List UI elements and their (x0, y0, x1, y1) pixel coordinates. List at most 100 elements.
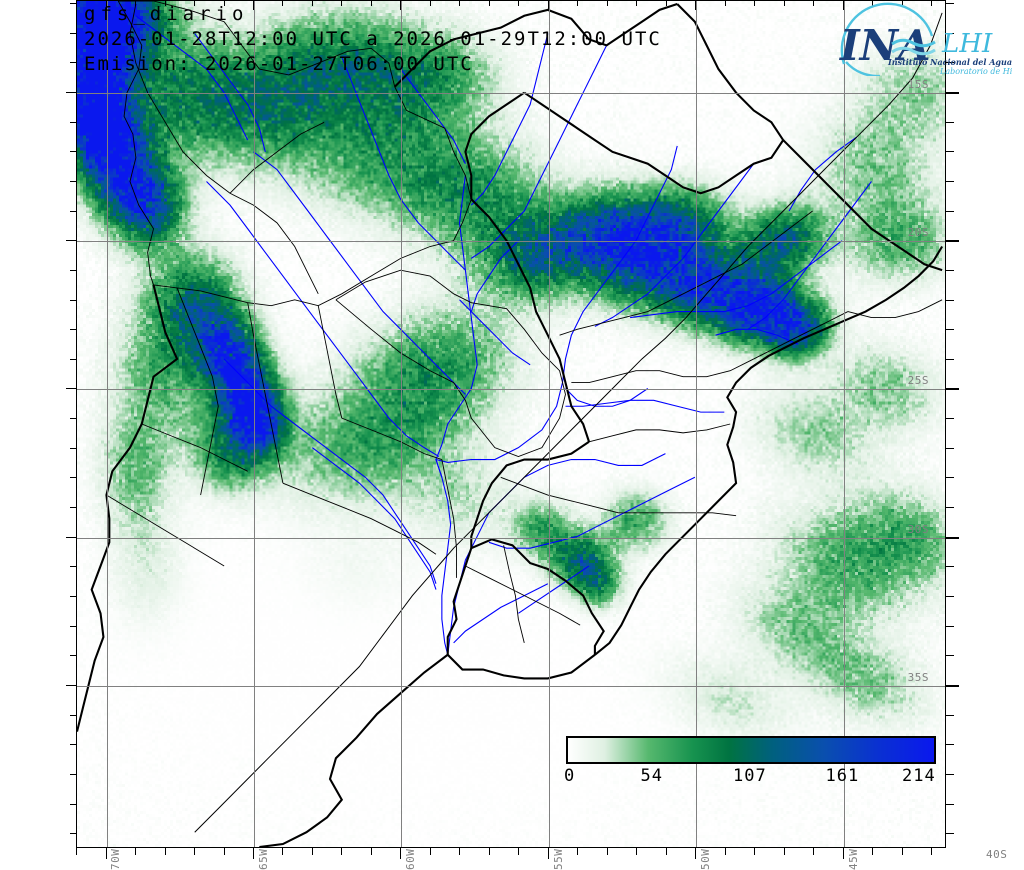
river-guapore (400, 68, 466, 164)
gridline-lat-15s (77, 92, 945, 94)
longitude-label-50w: 50W (699, 848, 713, 870)
x-tick-top (547, 0, 549, 10)
y-tick-left (66, 240, 76, 242)
x-tick (695, 848, 697, 859)
latitude-label-25s: 25S (907, 374, 929, 388)
y-tick-left (70, 180, 76, 182)
border-brazil-north-interior (394, 2, 678, 88)
river-cuiaba (470, 33, 549, 206)
logo-lab-acronym: LHI (941, 29, 993, 59)
x-tick-top (459, 0, 461, 6)
y-tick-left (70, 121, 76, 123)
y-tick-left (66, 684, 76, 686)
y-tick (946, 240, 959, 243)
y-tick (946, 744, 954, 746)
river-ibicui (488, 476, 696, 549)
x-tick-top (164, 0, 166, 6)
y-tick-left (70, 566, 76, 568)
y-tick-left (70, 714, 76, 716)
admin-bolivia-1 (129, 3, 254, 206)
gridline-lon-70w (106, 1, 108, 847)
river-apa (459, 299, 531, 366)
y-tick (946, 91, 959, 94)
x-tick (223, 848, 225, 855)
x-tick (135, 848, 136, 855)
border-bolivia-west (117, 1, 155, 286)
river-grande (747, 181, 872, 330)
coastline-atlantic-generic (194, 12, 943, 833)
y-tick-left (70, 477, 76, 479)
x-tick (311, 848, 313, 855)
y-tick (946, 3, 954, 4)
y-tick (946, 388, 959, 391)
x-tick-top (341, 0, 343, 6)
admin-bolivia-2 (253, 204, 319, 295)
gridline-lon-55w (548, 1, 550, 847)
logo-svg: INA LHI Instituto Nacional del Agua Labo… (839, 2, 1012, 76)
river-yi (518, 565, 590, 614)
x-tick (842, 848, 844, 859)
colorbar[interactable] (566, 736, 936, 764)
y-tick (946, 418, 954, 420)
river-salado-lower (312, 447, 437, 590)
y-tick (946, 269, 954, 271)
ina-lhi-logo: INA LHI Instituto Nacional del Agua Labo… (836, 2, 1012, 76)
latitude-label-30s: 30S (907, 522, 929, 536)
admin-brazil-sp (753, 311, 849, 360)
colorbar-label-161: 161 (825, 766, 860, 786)
logo-lab-name: Laboratorio de Hidrologia (939, 67, 1012, 76)
border-argentina-chile (77, 284, 179, 732)
river-paraguay (435, 175, 478, 478)
x-tick (252, 848, 254, 859)
river-bermejo (206, 181, 440, 457)
country-borders (77, 2, 944, 847)
x-tick (194, 848, 195, 855)
x-tick-top (842, 0, 844, 10)
x-tick-top (400, 0, 402, 10)
y-tick-left (70, 358, 76, 360)
x-tick-top (636, 0, 638, 6)
logo-arc-lower-icon (845, 61, 880, 76)
map-plot-area[interactable]: 15S 20S 25S 30S 35S (76, 0, 946, 848)
colorbar-label-214: 214 (902, 766, 936, 786)
x-tick-top (606, 0, 608, 6)
y-tick (946, 151, 954, 153)
map-vector-layer (77, 1, 945, 847)
river-sp-minor (715, 328, 799, 345)
border-state-minas-gerais (782, 139, 943, 272)
admin-argentina-6 (141, 423, 248, 472)
colorbar-label-54: 54 (640, 766, 663, 786)
x-tick (783, 848, 785, 855)
y-tick-left (70, 655, 76, 657)
y-tick-left (70, 32, 76, 34)
border-state-goias-mt (523, 3, 785, 195)
admin-boundaries (106, 1, 943, 643)
x-tick-top (223, 0, 225, 6)
y-tick-left (70, 625, 76, 627)
x-tick (105, 848, 107, 859)
gridline-lon-65w (253, 1, 255, 847)
x-tick-top (311, 0, 313, 6)
x-tick-top (754, 0, 756, 6)
forecast-period: 2026-01-28T12:00 UTC a 2026-01-29T12:00 … (84, 28, 662, 50)
y-tick-left (70, 210, 76, 212)
x-tick (164, 848, 166, 855)
right-axis-ticks (946, 0, 964, 848)
admin-argentina-5 (282, 482, 437, 555)
river-sao-francisco-upper (788, 136, 858, 212)
y-tick-left (70, 3, 76, 4)
x-tick-top (931, 0, 933, 6)
x-tick (872, 848, 874, 855)
y-tick (946, 536, 959, 539)
x-tick (547, 848, 549, 859)
y-tick-left (66, 388, 76, 390)
admin-argentina-7 (106, 494, 225, 567)
top-axis-ticks (76, 0, 946, 10)
coastline (194, 12, 943, 833)
x-tick (76, 848, 77, 855)
y-tick (946, 803, 954, 805)
y-tick-left (70, 447, 76, 449)
gridline-lon-50w (696, 1, 698, 847)
border-brazil-argentina (470, 440, 590, 549)
gridline-lat-30s (77, 537, 945, 539)
